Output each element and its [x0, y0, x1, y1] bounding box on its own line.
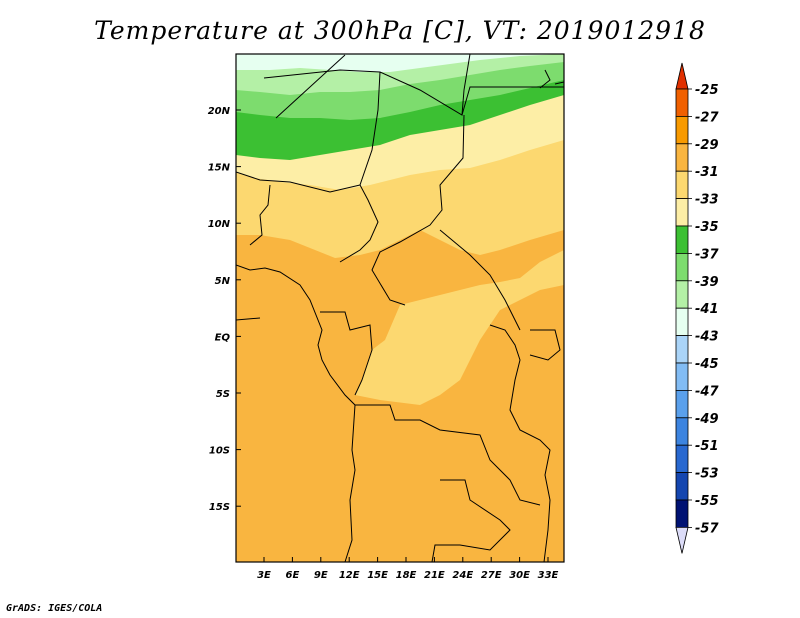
lat-tick-label: EQ	[215, 332, 231, 343]
legend-level-label: -33	[695, 193, 719, 208]
legend-level-label: -53	[695, 467, 719, 482]
legend-bottom-triangle	[675, 527, 689, 554]
lon-tick-label: 15E	[367, 570, 388, 581]
legend-color-box	[675, 389, 689, 419]
temperature-field	[236, 54, 564, 562]
legend-level-label: -43	[695, 330, 719, 345]
lat-tick-label: 15N	[208, 163, 231, 174]
legend-color-box	[675, 307, 689, 337]
lon-tick-label: 24E	[452, 570, 473, 581]
legend-level-label: -31	[695, 165, 719, 180]
lat-tick-label: 20N	[208, 106, 231, 117]
legend-color-box	[675, 444, 689, 474]
lat-tick-label: 15S	[209, 502, 230, 513]
legend-color-box	[675, 280, 689, 309]
lon-tick-label: 30E	[509, 570, 530, 581]
lon-tick-label: 3E	[257, 570, 271, 581]
legend-level-label: -39	[695, 275, 719, 290]
grads-credit: GrADS: IGES/COLA	[6, 603, 103, 614]
legend-level-label: -29	[695, 138, 719, 153]
lat-tick-label: 10N	[208, 219, 231, 230]
legend-top-triangle	[675, 62, 689, 90]
lon-tick-label: 21E	[424, 570, 445, 581]
legend-level-label: -27	[695, 110, 719, 125]
longitude-axis: 3E 6E 9E 12E 15E 18E 21E 24E 27E 30E 33E	[257, 557, 559, 581]
map-frame	[235, 53, 565, 563]
legend-level-label: -47	[695, 384, 719, 399]
lat-tick-label: 10S	[209, 446, 230, 457]
lon-tick-label: 18E	[396, 570, 417, 581]
legend-level-label: -37	[695, 247, 719, 262]
lat-tick-label: 5N	[215, 276, 231, 287]
legend-color-box	[675, 88, 689, 117]
legend-level-label: -57	[695, 521, 719, 536]
field-near-white	[236, 54, 564, 72]
legend-color-box	[675, 417, 689, 446]
lon-tick-label: 27E	[481, 570, 502, 581]
chart-title: Temperature at 300hPa [C], VT: 201901291…	[94, 16, 706, 45]
legend-color-box	[675, 143, 689, 172]
lat-tick-label: 5S	[216, 389, 230, 400]
legend-color-box	[675, 362, 689, 391]
legend-color-box	[675, 225, 689, 254]
lon-tick-label: 6E	[286, 570, 300, 581]
legend-level-label: -25	[695, 83, 719, 98]
lon-tick-label: 9E	[314, 570, 328, 581]
legend-level-label: -49	[695, 412, 719, 427]
legend-color-box	[675, 472, 689, 501]
legend-color-box	[675, 116, 689, 145]
lon-tick-label: 33E	[538, 570, 559, 581]
legend-level-label: -55	[695, 494, 719, 509]
latitude-axis: 20N 15N 10N 5N EQ 5S 10S 15S	[208, 106, 241, 513]
legend-color-box	[675, 198, 689, 227]
legend-level-label: -41	[695, 302, 719, 317]
legend-color-box	[675, 252, 689, 282]
lon-tick-label: 12E	[339, 570, 360, 581]
legend-color-box	[675, 335, 689, 364]
legend-level-label: -35	[695, 220, 719, 235]
legend-level-label: -45	[695, 357, 719, 372]
legend-color-box	[675, 170, 689, 199]
legend-color-box	[675, 499, 689, 528]
country-boundaries	[236, 54, 564, 562]
colorbar-legend: -25 -27 -29 -31 -33 -35 -37 -39 -41 -43 -45 -47 -49 -…	[675, 62, 719, 554]
legend-level-label: -51	[695, 439, 719, 454]
